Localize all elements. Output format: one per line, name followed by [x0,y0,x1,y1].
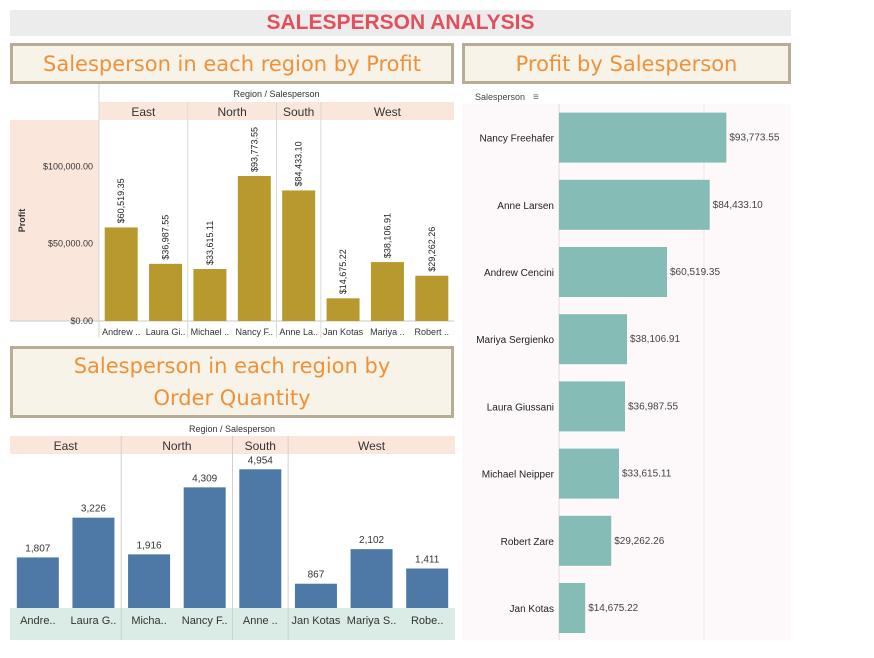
region-header-south: South [245,439,276,453]
region-header-east: East [131,105,156,119]
page-title: SALESPERSON ANALYSIS [266,11,535,34]
quantity-bar-value: 3,226 [81,504,106,515]
x-tick-label: Andrew .. [102,327,140,337]
profit-bar-value: $93,773.55 [249,127,259,172]
title-bar: SALESPERSON ANALYSIS [10,10,791,36]
profit-bar-value: $14,675.22 [338,249,348,294]
x-tick-label: Mariya S.. [347,615,397,627]
region-header-east: East [54,439,79,453]
x-tick-label: Laura Gi.. [146,327,186,337]
x-tick-label: Andre.. [20,615,55,627]
profit-hbar [559,247,668,297]
profit-salesperson-panel-title: Profit by Salesperson [462,43,791,84]
profit-bar [326,298,360,321]
profit-hbar-value: $36,987.55 [628,401,678,412]
profit-bar [104,227,138,321]
category-label: Laura Giussani [487,402,554,413]
x-tick-label: Anne .. [243,615,278,627]
category-label: Michael Neipper [482,470,555,481]
y-axis-band [10,120,99,321]
region-header-west: West [374,105,402,119]
region-header-north: North [162,439,191,453]
quantity-bar [183,487,226,608]
y-tick-label: $100,000.00 [43,161,93,171]
y-tick-label: $0.00 [70,316,93,326]
quantity-by-region-chart: Region / Salesperson East 1,807 Andre.. 3,22… [10,424,455,640]
profit-bar [149,263,183,321]
profit-hbar [559,448,619,499]
quantity-bar-value: 1,916 [137,540,162,551]
y-tick-label: $50,000.00 [48,239,93,249]
profit-hbar [559,112,727,163]
profit-bar-value: $29,262.26 [427,227,437,272]
profit-bar [237,176,271,321]
profit-hbar [559,583,586,633]
y-axis-title: Profit [17,209,27,233]
profit-bar [282,190,316,321]
x-tick-label: Laura G.. [71,615,117,627]
header-label: Salesperson [475,92,525,102]
region-header-south: South [283,105,314,119]
quantity-bar [406,568,449,608]
x-tick-label: Michael .. [191,327,230,337]
profit-bar-value: $36,987.55 [161,215,171,260]
quantity-bar [350,549,393,608]
region-header-west: West [358,439,386,453]
header-label: Region / Salesperson [233,89,319,99]
profit-hbar-value: $38,106.91 [630,334,680,345]
quantity-bar [128,554,171,608]
quantity-region-panel-title: Salesperson in each region by Order Quan… [10,346,454,418]
x-tick-label: Nancy F.. [182,615,228,627]
region-header-north: North [217,105,246,119]
header-label: Region / Salesperson [189,424,275,434]
profit-bar [415,275,449,321]
category-label: Robert Zare [501,537,555,548]
x-tick-label: Mariya .. [370,327,405,337]
profit-hbar-value: $14,675.22 [588,603,638,614]
profit-bar [193,269,227,321]
x-tick-label: Robert .. [415,327,450,337]
quantity-bar-value: 4,954 [248,455,273,466]
category-label: Andrew Cencini [484,268,554,279]
quantity-bar-value: 2,102 [359,535,384,546]
category-label: Jan Kotas [510,604,554,615]
profit-hbar-value: $33,615.11 [622,469,672,480]
x-tick-label: Micha.. [131,615,166,627]
quantity-bar [239,469,282,608]
profit-hbar [559,515,612,566]
profit-by-salesperson-chart: Salesperson ≡ Nancy Freehafer $93,773.55 Ann… [462,92,791,640]
profit-hbar-value: $84,433.10 [713,200,763,211]
quantity-bar [16,557,59,608]
profit-hbar [559,381,626,432]
profit-bar-value: $60,519.35 [116,178,126,223]
profit-hbar-value: $60,519.35 [670,267,720,278]
quantity-bar-value: 1,807 [25,543,50,554]
profit-hbar [559,314,628,365]
profit-region-panel-title: Salesperson in each region by Profit [10,43,454,84]
x-tick-label: Robe.. [411,615,443,627]
profit-bar [370,262,404,321]
quantity-bar-value: 1,411 [415,554,440,565]
quantity-bar-value: 867 [308,570,325,581]
x-tick-label: Jan Kotas [323,327,364,337]
quantity-bar [294,583,337,608]
x-tick-label: Anne La.. [279,327,318,337]
profit-hbar-value: $93,773.55 [729,133,779,144]
sort-icon: ≡ [533,92,539,103]
quantity-bar [72,517,115,608]
category-label: Mariya Sergienko [476,335,554,346]
profit-bar-value: $38,106.91 [382,213,392,258]
x-tick-label: Nancy F.. [236,327,274,337]
profit-by-region-chart: Region / Salesperson $0.00 $50,000.00 $100,… [10,84,454,338]
x-tick-label: Jan Kotas [291,615,340,627]
category-label: Nancy Freehafer [480,134,555,145]
profit-hbar-value: $29,262.26 [614,536,664,547]
profit-bar-value: $33,615.11 [205,221,215,265]
profit-bar-value: $84,433.10 [294,141,304,186]
quantity-bar-value: 4,309 [192,473,217,484]
profit-hbar [559,179,710,230]
category-label: Anne Larsen [497,201,554,212]
